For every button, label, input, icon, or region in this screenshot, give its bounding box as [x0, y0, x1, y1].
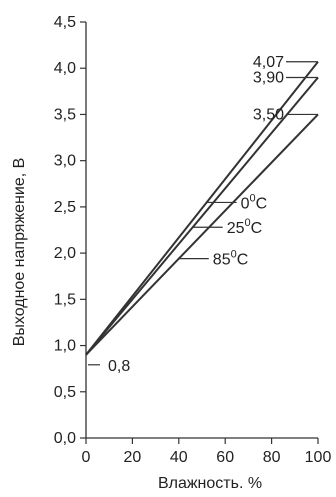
series-line-1	[85, 76, 319, 356]
series-line-2	[85, 113, 319, 356]
series-lines	[85, 61, 319, 356]
x-tick-label: 0	[82, 449, 91, 466]
y-tick-label: 0,0	[54, 430, 76, 447]
series-label: 850C	[213, 249, 248, 269]
y-tick-label: 1,0	[54, 338, 76, 355]
x-tick-label: 20	[124, 449, 142, 466]
y-tick-label: 4,5	[54, 14, 76, 31]
end-value-label: 3,50	[253, 106, 284, 123]
end-value-label: 4,07	[253, 54, 284, 71]
series-label: 250C	[227, 217, 262, 237]
x-tick-label: 60	[216, 449, 234, 466]
y-tick-label: 1,5	[54, 291, 76, 308]
end-value-label: 3,90	[253, 69, 284, 86]
x-axis-label: Влажность. %	[158, 475, 262, 492]
y-tick-label: 4,0	[54, 60, 76, 77]
y-tick-label: 2,0	[54, 245, 76, 262]
series-line-0	[85, 61, 319, 356]
y-axis-label: Выходное напряжение, В	[11, 158, 28, 347]
annotations: 4,073,90 3,50 0,8 00C 250C 850C	[88, 54, 318, 375]
y-tick-label: 3,0	[54, 153, 76, 170]
start-value-label: 0,8	[108, 358, 130, 375]
axes: 0,0 0,5 1,0 1,5 2,0 2,5 3,0 3,5 4,0 4,5 0 20 40 60 80 1…	[54, 14, 332, 466]
y-tick-label: 2,5	[54, 199, 76, 216]
x-tick-label: 100	[305, 449, 332, 466]
y-tick-label: 3,5	[54, 106, 76, 123]
y-tick-label: 0,5	[54, 384, 76, 401]
series-label: 00C	[241, 192, 268, 212]
x-tick-label: 40	[170, 449, 188, 466]
x-tick-label: 80	[263, 449, 281, 466]
